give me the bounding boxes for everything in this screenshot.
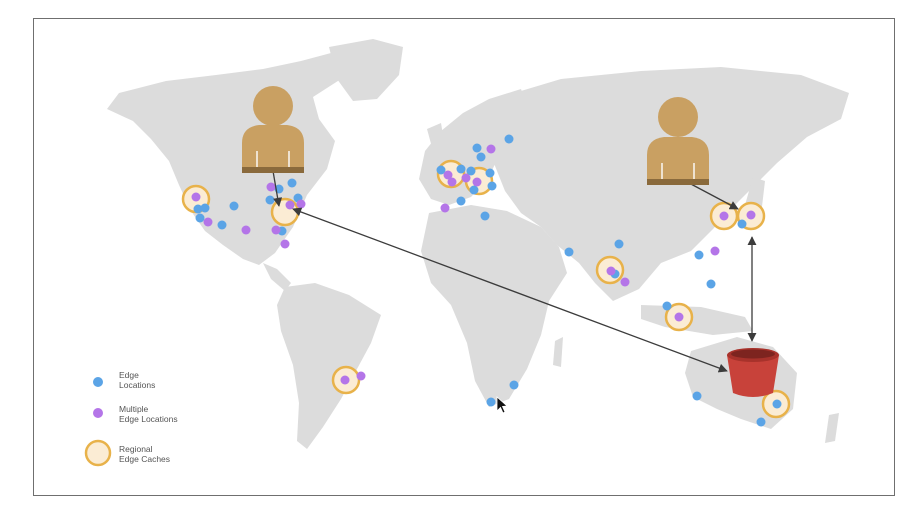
legend-regional-cache-label: Regional Edge Caches (119, 444, 171, 464)
multiple-edge-location (241, 225, 251, 235)
multiple-edge-location (440, 203, 450, 213)
multiple-edge-location (191, 192, 201, 202)
legend-multiple-edge-swatch (93, 408, 103, 418)
regional-cache (270, 197, 300, 227)
south-america-landmass (277, 283, 381, 449)
edge-location (692, 391, 702, 401)
edge-location (217, 220, 227, 230)
multiple-edge-location (340, 375, 350, 385)
british-isles-landmass (427, 123, 445, 151)
legend-edge-location-swatch (93, 377, 103, 387)
africa-landmass (421, 205, 567, 407)
edge-location (737, 219, 747, 229)
north-america-landmass (107, 53, 349, 265)
multiple-edge-location (461, 173, 471, 183)
edge-location (772, 399, 782, 409)
multiple-edge-location (710, 246, 720, 256)
map-canvas (84, 39, 849, 467)
multiple-edge-location (674, 312, 684, 322)
indonesia-landmass (641, 305, 753, 335)
edge-location (486, 397, 496, 407)
multiple-edge-location (203, 217, 213, 227)
edge-location (487, 181, 497, 191)
multiple-edge-location (486, 144, 496, 154)
edge-location (195, 213, 205, 223)
bucket-to-americas-arrow (292, 207, 728, 373)
greenland-landmass (329, 39, 403, 101)
multiple-edge-location (472, 177, 482, 187)
multiple-edge-location (719, 211, 729, 221)
edge-location (265, 195, 275, 205)
multiple-edge-location (606, 266, 616, 276)
edge-location (504, 134, 514, 144)
edge-location (480, 211, 490, 221)
edge-location (509, 380, 519, 390)
multiple-edge-location (280, 239, 290, 249)
multiple-edge-location (266, 182, 276, 192)
edge-location (472, 143, 482, 153)
edge-location (476, 152, 486, 162)
edge-location (756, 417, 766, 427)
edge-location (706, 279, 716, 289)
multiple-edge-location (447, 177, 457, 187)
edge-location (662, 301, 672, 311)
multiple-edge-location (356, 371, 366, 381)
multiple-edge-location (746, 210, 756, 220)
legend-multiple-edge-label: Multiple Edge Locations (119, 404, 178, 424)
legend-edge-location-label: Edge Locations (119, 370, 156, 390)
multiple-edge-location (296, 199, 306, 209)
edge-location (466, 166, 476, 176)
edge-location (469, 185, 479, 195)
user-icon (647, 97, 709, 185)
edge-location (614, 239, 624, 249)
multiple-edge-location (285, 200, 295, 210)
edge-location (229, 201, 239, 211)
user-americas-to-edge-arrow (272, 170, 283, 207)
multiple-edge-location (271, 225, 281, 235)
new-zealand-landmass (825, 413, 839, 443)
edge-location (200, 203, 210, 213)
s3-bucket-icon (727, 348, 779, 397)
edge-location (485, 168, 495, 178)
user-asia-to-edge-arrow (688, 182, 739, 210)
mouse-cursor-icon (496, 396, 508, 414)
legend-regional-cache-swatch (84, 439, 112, 467)
arrows (272, 170, 757, 373)
world-map-diagram: Edge Locations Multiple Edge Locations R… (33, 18, 895, 496)
multiple-edge-location (443, 170, 453, 180)
legend (84, 377, 112, 467)
multiple-edge-location (620, 277, 630, 287)
edge-location (564, 247, 574, 257)
edge-location (694, 250, 704, 260)
central-america-landmass (263, 263, 291, 291)
edge-location (436, 165, 446, 175)
edge-location (193, 204, 203, 214)
edge-location (456, 164, 466, 174)
edge-location (456, 196, 466, 206)
madagascar-landmass (553, 337, 563, 367)
user-icon (242, 86, 304, 173)
edge-location (287, 178, 297, 188)
